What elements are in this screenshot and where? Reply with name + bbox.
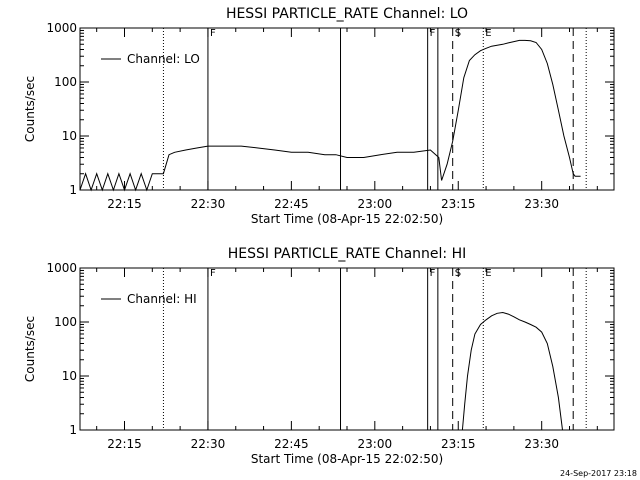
panel-2-flag-label-1: F xyxy=(210,268,216,279)
panel-1-legend-label: Channel: LO xyxy=(127,52,200,66)
panel-1-x-tick-label-2: 22:30 xyxy=(191,197,226,211)
panel-2-x-tick-label-4: 23:00 xyxy=(358,437,393,451)
generated-timestamp: 24-Sep-2017 23:18 xyxy=(560,469,637,478)
panel-2-y-axis-label: Counts/sec xyxy=(23,316,37,382)
panel-1-x-tick-label-3: 22:45 xyxy=(274,197,309,211)
panel-1-flag-label-4: E xyxy=(485,28,491,39)
panel-2-x-tick-label-2: 22:30 xyxy=(191,437,226,451)
panel-1-y-tick-label-2: 10 xyxy=(62,129,77,143)
panel-1-flag-label-1: F xyxy=(210,28,216,39)
panel-2-chart-title: HESSI PARTICLE_RATE Channel: HI xyxy=(228,246,466,262)
panel-1-chart-title: HESSI PARTICLE_RATE Channel: LO xyxy=(226,6,468,22)
panel-2-y-tick-label-3: 100 xyxy=(54,315,77,329)
panel-2-x-tick-label-6: 23:30 xyxy=(524,437,559,451)
panel-2-flag-label-4: E xyxy=(485,268,491,279)
panel-2-y-tick-label-4: 1000 xyxy=(46,261,77,275)
panel-2-flag-label-2: F xyxy=(430,268,436,279)
panel-1-y-axis-label: Counts/sec xyxy=(23,76,37,142)
panel-1-x-tick-label-1: 22:15 xyxy=(107,197,142,211)
panel-2-legend-label: Channel: HI xyxy=(127,292,197,306)
panel-1-x-tick-label-4: 23:00 xyxy=(358,197,393,211)
panel-1-y-tick-label-1: 1 xyxy=(69,183,77,197)
panel-2-x-tick-label-3: 22:45 xyxy=(274,437,309,451)
panel-1-y-tick-label-3: 100 xyxy=(54,75,77,89)
panel-1-x-tick-label-5: 23:15 xyxy=(441,197,476,211)
panel-2-x-tick-label-5: 23:15 xyxy=(441,437,476,451)
panel-1-flag-label-2: F xyxy=(430,28,436,39)
panel-1-x-tick-label-6: 23:30 xyxy=(524,197,559,211)
panel-2-x-axis-label: Start Time (08-Apr-15 22:02:50) xyxy=(251,452,443,466)
panel-2-series-line-1 xyxy=(461,311,563,431)
panel-2-y-tick-label-2: 10 xyxy=(62,369,77,383)
panel-1-x-axis-label: Start Time (08-Apr-15 22:02:50) xyxy=(251,212,443,226)
panel-1-y-tick-label-4: 1000 xyxy=(46,21,77,35)
panel-2-x-tick-label-1: 22:15 xyxy=(107,437,142,451)
panel-2-y-tick-label-1: 1 xyxy=(69,423,77,437)
panel-1-series-line-1 xyxy=(79,39,581,192)
